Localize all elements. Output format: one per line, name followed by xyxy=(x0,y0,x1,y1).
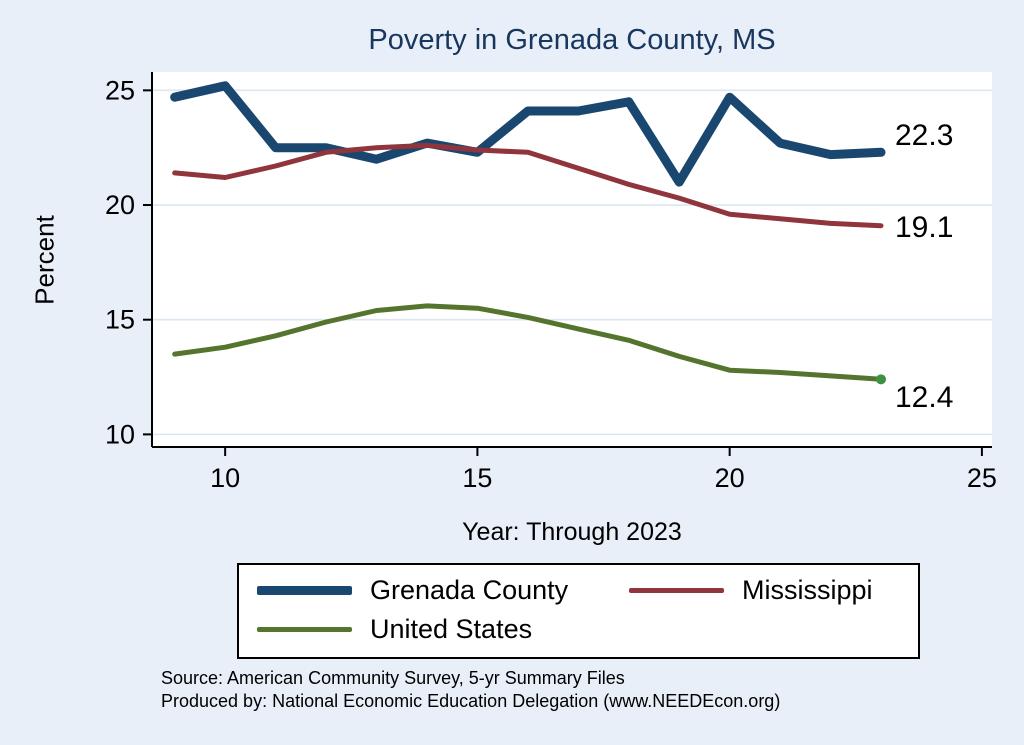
x-axis-label: Year: Through 2023 xyxy=(462,518,682,546)
chart-title: Poverty in Grenada County, MS xyxy=(368,24,776,56)
produced-by-line: Produced by: National Economic Education… xyxy=(161,691,781,711)
series-end-marker-2 xyxy=(876,374,887,385)
line-chart: 10 15 20 25 10 15 20 25 22.3 19.1 12.4 xyxy=(105,72,997,493)
series-end-label-1: 19.1 xyxy=(895,211,953,244)
legend-item-grenada-county: Grenada County xyxy=(257,575,629,606)
series-line-1 xyxy=(172,142,884,229)
x-tick-label: 20 xyxy=(715,463,745,493)
legend-swatch-united-states xyxy=(257,627,352,632)
series-line-0 xyxy=(170,81,886,187)
legend-swatch-grenada-county xyxy=(257,586,352,595)
series-end-label-0: 22.3 xyxy=(895,119,953,152)
series-line-2 xyxy=(172,303,884,382)
x-tick-label: 10 xyxy=(210,463,240,493)
legend-item-united-states: United States xyxy=(257,614,629,645)
legend-label-grenada-county: Grenada County xyxy=(370,575,569,605)
y-axis-label: Percent xyxy=(29,215,60,305)
y-tick-label: 20 xyxy=(105,190,135,220)
plot-area xyxy=(152,72,992,447)
source-line: Source: American Community Survey, 5-yr … xyxy=(161,668,625,688)
legend-swatch-mississippi xyxy=(629,588,724,593)
legend: Grenada County Mississippi United States xyxy=(237,563,920,659)
y-tick-label: 15 xyxy=(105,305,135,335)
series-end-label-2: 12.4 xyxy=(895,381,953,414)
y-tick-label: 10 xyxy=(105,419,135,449)
footer: Source: American Community Survey, 5-yr … xyxy=(161,667,780,713)
x-tick-label: 25 xyxy=(967,463,997,493)
y-tick-label: 25 xyxy=(105,75,135,105)
x-tick-label: 15 xyxy=(462,463,492,493)
legend-label-united-states: United States xyxy=(370,614,533,644)
legend-item-mississippi: Mississippi xyxy=(629,575,910,606)
legend-label-mississippi: Mississippi xyxy=(742,575,873,605)
